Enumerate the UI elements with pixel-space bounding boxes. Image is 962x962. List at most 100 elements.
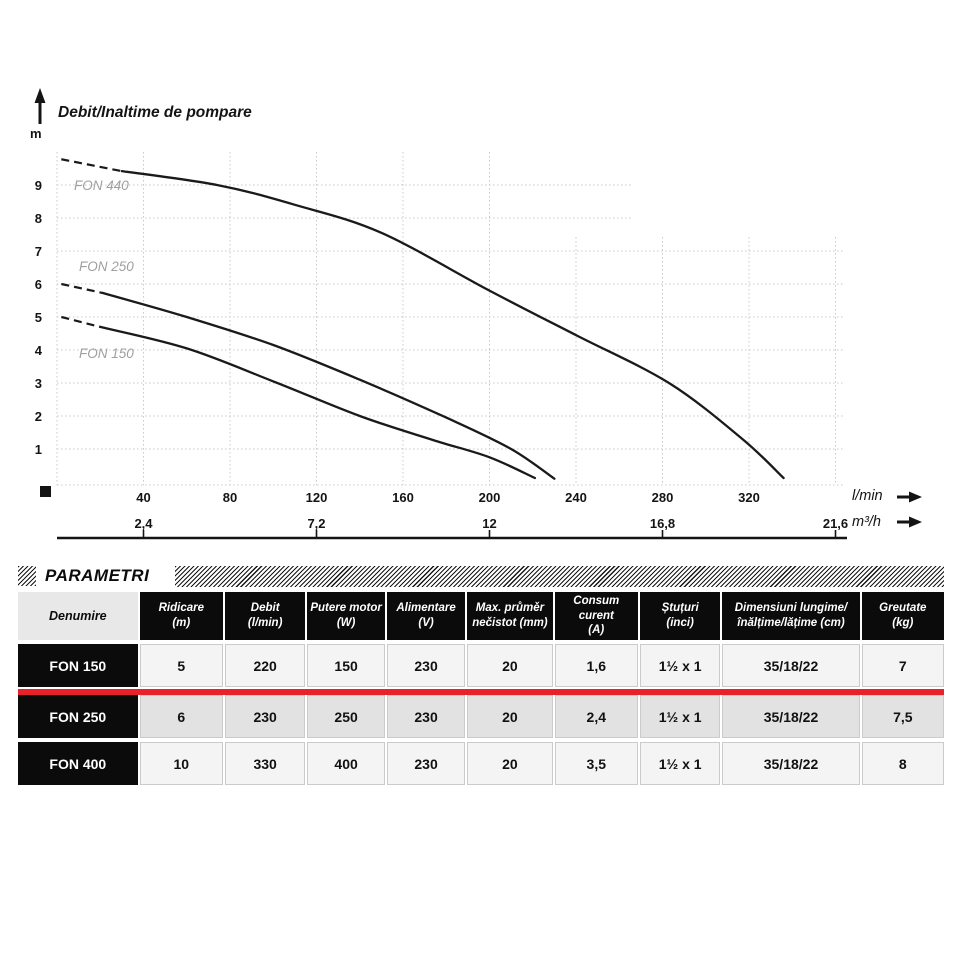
x-tick-lmin: 120 [306,490,328,505]
table-row: FON 250 6 230 250 230 20 2,4 1½ x 1 35/18/22 7,5 [18,695,944,738]
row-value-cell-6: 1½ x 1 [639,644,721,687]
row-name-cell: FON 150 [18,644,138,687]
column-header-line2: (inci) [666,617,694,629]
pump-curve-fon-440 [120,169,785,480]
x-tick-m3h: 12 [482,516,496,531]
axis-arrow-head [909,516,922,528]
row-value-cell-8: 7,5 [861,695,944,738]
row-value-cell-0: 5 [139,644,223,687]
column-header-line1: Debit [250,602,280,615]
pump-curve-fon-150 [99,325,537,480]
row-name-cell: FON 250 [18,695,138,738]
row-name-cell: FON 400 [18,742,138,785]
row-value-cell-3: 230 [386,644,466,687]
x-tick-lmin: 240 [565,490,587,505]
section-title: PARAMETRI [45,566,150,585]
column-header-line1: Denumire [48,608,107,623]
parameters-title-row: PARAMETRI [18,564,944,588]
row-value-cell-2: 400 [307,742,385,785]
row-value-cell-3: 230 [386,742,466,785]
y-tick-label: 3 [35,376,42,391]
column-header-line1: Alimentare [396,602,456,615]
x-tick-m3h: 16,8 [650,516,675,531]
x-tick-lmin: 200 [479,490,501,505]
x-tick-m3h: 2,4 [134,516,153,531]
column-header-line2: (A) [588,624,605,637]
row-value-cell-6: 1½ x 1 [639,742,721,785]
pump-curves-chart: 1 2 3 4 5 6 7 8 9 FON 440 FON 250 FON 150 40 80 120 160… [30,88,922,540]
origin-marker [40,486,51,497]
row-value-cell-8: 7 [861,644,944,687]
column-header-line2: înălțime/lățime (cm) [737,617,845,629]
column-header-8: Dimensiuni lungime/înălțime/lățime (cm) [722,592,860,640]
row-value-cell-2: 150 [307,644,385,687]
curve-dashed-lead [61,282,103,294]
column-header-line2: (m) [172,617,191,629]
column-header-line2: (W) [336,617,356,629]
column-header-line2: (l/min) [247,617,283,629]
row-value-cell-7: 35/18/22 [722,644,860,687]
table-row: FON 400 10 330 400 230 20 3,5 1½ x 1 35/18/22 8 [18,742,944,785]
pump-curve-fon-250 [101,291,556,480]
x-axis-unit-lmin: l/min [852,488,883,504]
row-value-cell-1: 230 [224,695,306,738]
y-tick-label: 5 [35,310,42,325]
x-axis-unit-m3h: m³/h [852,514,881,530]
axis-arrow-head [909,491,922,503]
curve-dashed-lead [61,158,123,173]
series-label: FON 440 [74,178,129,193]
column-header-line2: nečistot (mm) [472,617,548,629]
y-axis-unit: m [30,126,42,141]
table-header-row: Denumire Ridicare (m) Debit (l/min) Putere mo… [18,592,944,640]
highlight-divider [18,689,944,695]
row-value-cell-2: 250 [307,695,385,738]
column-header-5: Max. průměr nečistot (mm) [467,592,553,640]
column-header-line1: Ștuțuri [661,602,699,615]
column-header-6: Consum curent (A) [554,592,638,640]
row-value-cell-1: 220 [224,644,306,687]
curve-dashed-lead [61,315,101,328]
row-value-cell-5: 2,4 [554,695,638,738]
series-label: FON 150 [79,346,134,361]
column-header-line1: Consum curent [573,594,620,622]
y-tick-label: 4 [35,343,43,358]
x-tick-lmin: 40 [136,490,150,505]
column-header-3: Putere motor (W) [307,592,385,640]
column-header-1: Ridicare (m) [139,592,223,640]
x-tick-lmin: 280 [652,490,674,505]
column-header-0: Denumire [18,592,138,640]
x-tick-m3h: 21,6 [823,516,848,531]
y-tick-label: 6 [35,277,42,292]
column-header-7: Ștuțuri (inci) [639,592,721,640]
row-value-cell-7: 35/18/22 [722,695,860,738]
y-tick-label: 1 [35,442,42,457]
column-header-line2: (kg) [892,617,914,629]
chart-title: Debit/Inaltime de pompare [58,104,252,121]
column-header-line1: Max. průměr [475,602,545,615]
row-value-cell-0: 6 [139,695,223,738]
y-tick-label: 8 [35,211,42,226]
hatch-square-decoration [18,566,36,586]
parameters-table: Denumire Ridicare (m) Debit (l/min) Putere mo… [18,592,944,785]
column-header-2: Debit (l/min) [224,592,306,640]
row-value-cell-4: 20 [467,742,553,785]
row-value-cell-4: 20 [467,644,553,687]
row-value-cell-8: 8 [861,742,944,785]
column-header-line1: Putere motor [310,602,382,615]
column-header-line2: (V) [418,617,434,629]
column-header-9: Greutate (kg) [861,592,944,640]
x-tick-m3h: 7,2 [307,516,325,531]
row-value-cell-6: 1½ x 1 [639,695,721,738]
y-axis-arrow-head [34,88,46,103]
column-header-4: Alimentare (V) [386,592,466,640]
hatch-bar-decoration [175,565,944,587]
x-tick-lmin: 80 [223,490,237,505]
column-header-line1: Ridicare [158,602,204,615]
row-value-cell-1: 330 [224,742,306,785]
series-label: FON 250 [79,259,134,274]
y-tick-label: 7 [35,244,42,259]
x-tick-lmin: 320 [738,490,760,505]
row-value-cell-5: 3,5 [554,742,638,785]
